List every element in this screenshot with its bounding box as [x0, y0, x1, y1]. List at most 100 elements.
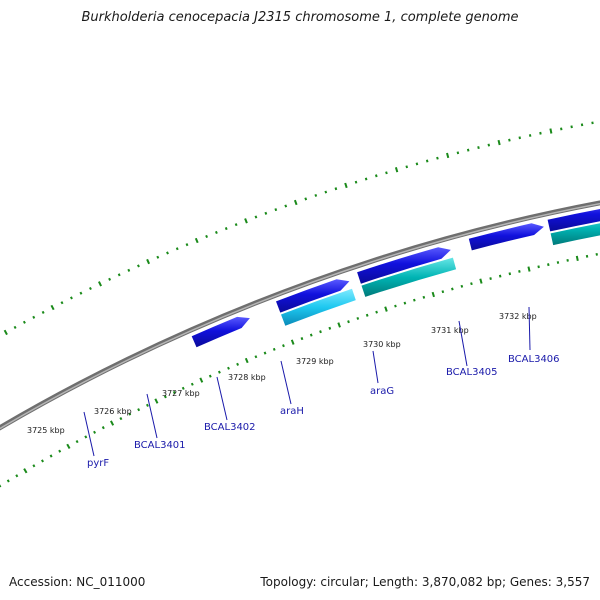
outer-tick: [374, 174, 378, 178]
kbp-scale-labels: 3725 kbp 3726 kbp 3727 kbp 3728 kbp 3729 kbp…: [27, 312, 537, 435]
inner-tick: [337, 322, 341, 328]
inner-tick: [403, 301, 407, 305]
inner-tick: [41, 459, 44, 463]
inner-tick: [489, 277, 492, 281]
gene-leader-line: [528, 306, 531, 351]
outer-tick: [3, 329, 8, 336]
inner-tick: [566, 258, 569, 262]
kbp-label: 3728 kbp: [228, 373, 266, 382]
inner-tick: [101, 426, 105, 430]
gene-label: araH: [280, 406, 304, 417]
outer-tick: [264, 211, 268, 215]
outer-tick: [344, 182, 348, 189]
inner-tick: [451, 287, 454, 291]
outer-tick: [205, 234, 209, 238]
outer-tick: [436, 156, 439, 160]
inner-tick: [110, 420, 115, 426]
outer-tick: [560, 127, 563, 131]
kbp-label: 3731 kbp: [431, 326, 469, 335]
outer-tick: [570, 125, 573, 129]
cds-block: [281, 288, 356, 326]
gene-leader-line: [146, 393, 158, 439]
outer-tick: [477, 146, 480, 150]
outer-tick: [22, 320, 26, 324]
inner-tick-ring: [0, 252, 598, 488]
inner-tick: [413, 298, 416, 302]
genome-backbone: [0, 200, 600, 431]
outer-tick: [166, 251, 169, 255]
inner-tick: [58, 449, 62, 453]
inner-tick: [0, 484, 2, 488]
outer-tick: [284, 204, 288, 208]
gene-leader-line: [83, 411, 95, 457]
inner-tick: [272, 347, 276, 351]
outer-tick: [324, 190, 328, 194]
inner-tick: [479, 278, 483, 284]
inner-tick: [575, 255, 579, 261]
outer-tick: [224, 227, 228, 231]
inner-tick: [199, 377, 204, 383]
outer-tick: [293, 199, 298, 206]
inner-tick: [441, 290, 445, 294]
inner-tick: [244, 357, 249, 364]
outer-tick: [175, 247, 179, 251]
gene-label: BCAL3401: [134, 440, 186, 451]
gene-arrow: [276, 279, 350, 313]
inner-tick: [585, 254, 589, 258]
cds-block: [550, 223, 600, 246]
inner-tick: [75, 440, 79, 444]
gene-leader-line: [280, 360, 292, 405]
inner-tick: [347, 320, 350, 324]
outer-tick: [137, 264, 140, 268]
gene-label: BCAL3402: [204, 422, 256, 433]
inner-tick: [595, 252, 598, 256]
inner-tick: [254, 355, 258, 359]
inner-tick: [163, 395, 167, 399]
outer-tick: [415, 162, 419, 166]
outer-tick: [234, 223, 238, 227]
gene-leader-line: [372, 350, 379, 384]
outer-tick: [108, 277, 112, 281]
outer-tick: [487, 143, 491, 147]
inner-tick: [498, 274, 502, 278]
backbone-highlight: [0, 202, 600, 430]
inner-tick: [384, 306, 388, 312]
topology-summary: Topology: circular; Length: 3,870,082 bp…: [260, 575, 590, 589]
gene-arrow: [191, 316, 250, 348]
inner-tick: [328, 326, 332, 330]
inner-tick: [119, 417, 123, 421]
outer-tick: [456, 151, 460, 155]
inner-tick: [309, 333, 313, 337]
gene-arrow: [357, 247, 451, 284]
inner-tick: [154, 398, 159, 404]
inner-tick: [263, 351, 267, 355]
inner-tick: [290, 339, 295, 345]
map-title: Burkholderia cenocepacia J2315 chromosom…: [81, 10, 519, 25]
kbp-label: 3732 kbp: [499, 312, 537, 321]
outer-tick: [497, 139, 501, 146]
gene-labels: pyrF BCAL3401 BCAL3402 araH araG BCAL3405 BCAL…: [83, 306, 560, 469]
inner-tick: [470, 282, 473, 286]
outer-tick: [79, 291, 83, 295]
inner-tick: [181, 386, 185, 390]
outer-tick: [98, 281, 102, 287]
inner-tick: [6, 479, 10, 483]
outer-tick: [117, 273, 121, 277]
inner-tick: [190, 382, 194, 386]
inner-tick: [518, 269, 521, 273]
outer-tick: [385, 171, 388, 175]
inner-tick: [145, 403, 149, 407]
outer-tick-ring: [3, 121, 594, 336]
inner-tick: [217, 370, 221, 374]
inner-tick: [375, 310, 378, 314]
inner-tick: [508, 272, 512, 276]
inner-tick: [15, 474, 19, 478]
inner-tick: [422, 295, 426, 299]
gene-label: BCAL3406: [508, 354, 560, 365]
outer-tick: [334, 187, 338, 191]
outer-tick: [508, 138, 511, 142]
gene-leader-line: [458, 320, 468, 367]
inner-tick: [394, 304, 397, 308]
outer-tick: [405, 165, 409, 169]
inner-tick: [208, 374, 212, 378]
